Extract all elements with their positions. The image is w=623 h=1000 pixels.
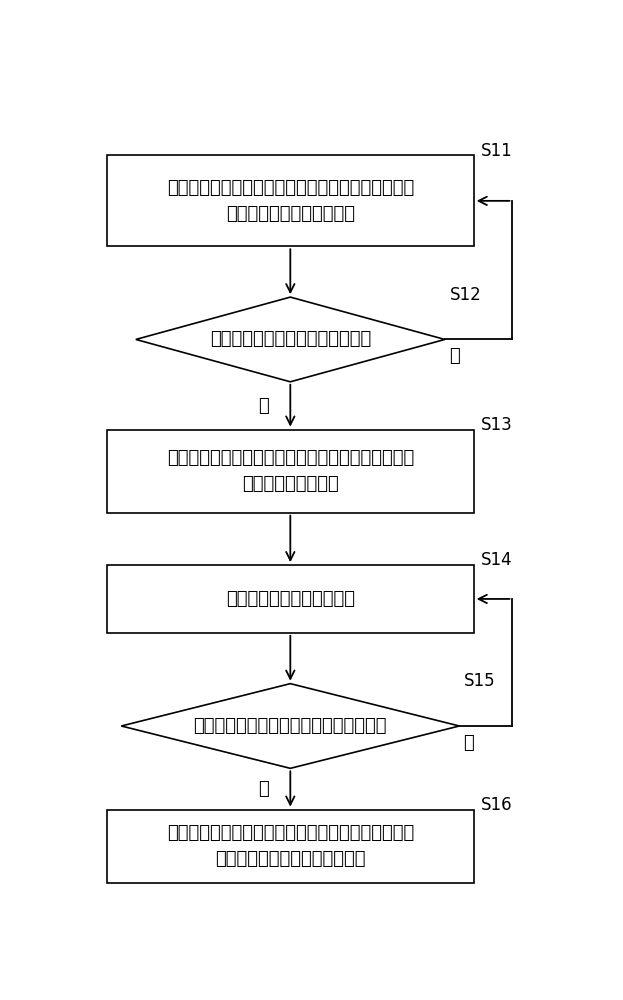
Text: S11: S11 (481, 142, 513, 160)
Text: 判断是否有急诊样本进样触发事件: 判断是否有急诊样本进样触发事件 (210, 330, 371, 348)
Text: 执行对急诊样本的进样流程: 执行对急诊样本的进样流程 (226, 590, 355, 608)
FancyBboxPatch shape (107, 430, 474, 513)
Text: 判断是否有急诊样本的进样完成触发事件: 判断是否有急诊样本的进样完成触发事件 (194, 717, 387, 735)
Text: 否: 否 (449, 347, 459, 365)
Text: S12: S12 (450, 286, 482, 304)
FancyBboxPatch shape (107, 155, 474, 246)
Text: 否: 否 (463, 734, 474, 752)
Text: S13: S13 (481, 416, 513, 434)
Polygon shape (121, 684, 459, 768)
Text: 控制执行对普通样本的自动进样流程，其中自动进样
流程至少包括两个进样阶段: 控制执行对普通样本的自动进样流程，其中自动进样 流程至少包括两个进样阶段 (167, 179, 414, 223)
Text: S14: S14 (481, 551, 513, 569)
Text: 是: 是 (259, 397, 269, 415)
FancyBboxPatch shape (107, 565, 474, 633)
FancyBboxPatch shape (107, 810, 474, 883)
Polygon shape (136, 297, 445, 382)
Text: 根据保存的普通样本在暂停时所处的进样阶段，继续
执行对普通样本的自动进样流程: 根据保存的普通样本在暂停时所处的进样阶段，继续 执行对普通样本的自动进样流程 (167, 824, 414, 868)
Text: 是: 是 (259, 780, 269, 798)
Text: S16: S16 (481, 796, 513, 814)
Text: S15: S15 (464, 672, 496, 690)
Text: 暂停普通样本的自动进样流程，并保存普通样本在暂
停时所处的进样阶段: 暂停普通样本的自动进样流程，并保存普通样本在暂 停时所处的进样阶段 (167, 449, 414, 493)
